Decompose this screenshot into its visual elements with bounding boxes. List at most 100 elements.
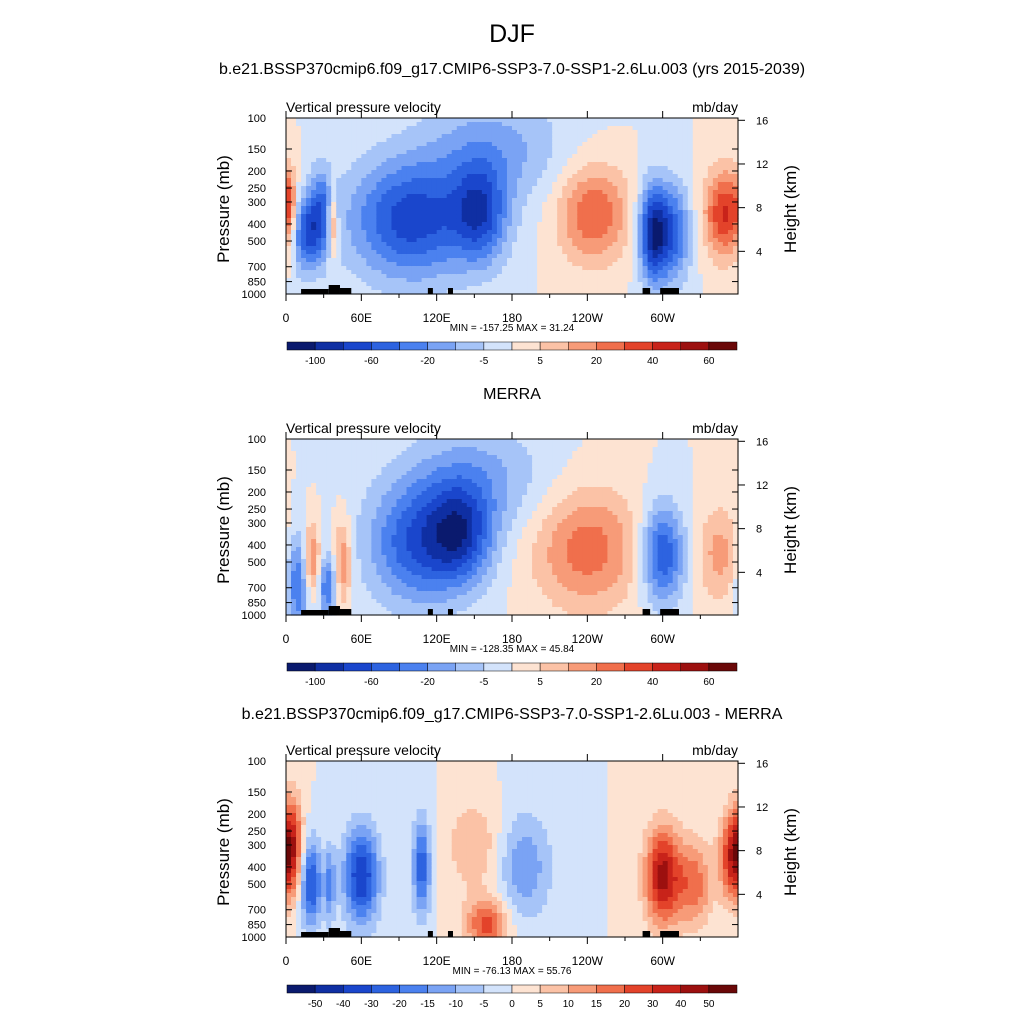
heatmap-cell <box>336 539 342 544</box>
heatmap-cell <box>496 262 503 267</box>
heatmap-cell <box>301 206 307 211</box>
heatmap-cell <box>306 162 312 167</box>
topography-bar <box>642 288 651 294</box>
heatmap-cell <box>436 154 443 159</box>
heatmap-cell <box>512 166 518 171</box>
heatmap-cell <box>351 290 357 295</box>
heatmap-cell <box>331 170 337 175</box>
heatmap-cell <box>522 250 528 255</box>
heatmap-cell <box>687 118 694 123</box>
heatmap-cell <box>351 575 357 580</box>
heatmap-cell <box>577 158 583 163</box>
heatmap-cell <box>627 154 634 159</box>
heatmap-cell <box>587 150 593 155</box>
heatmap-cell <box>321 150 327 155</box>
heatmap-cell <box>356 563 362 568</box>
heatmap-cell <box>331 178 337 183</box>
heatmap-cell <box>321 254 327 259</box>
heatmap-cell <box>677 130 684 135</box>
heatmap-cell <box>532 166 538 171</box>
heatmap-cell <box>722 250 729 255</box>
heatmap-cell <box>291 234 297 239</box>
heatmap-cell <box>441 250 448 255</box>
heatmap-cell <box>542 262 548 267</box>
heatmap-cell <box>512 186 518 191</box>
heatmap-cell <box>622 126 629 131</box>
heatmap-cell <box>717 282 724 287</box>
heatmap-cell <box>361 246 367 251</box>
heatmap-cell <box>376 118 383 123</box>
heatmap-cell <box>466 142 473 147</box>
heatmap-cell <box>371 242 377 247</box>
heatmap-cell <box>657 198 664 203</box>
heatmap-cell <box>411 254 418 259</box>
heatmap-cell <box>321 162 327 167</box>
heatmap-cell <box>617 254 624 259</box>
heatmap-cell <box>667 210 674 215</box>
heatmap-cell <box>351 270 357 275</box>
heatmap-cell <box>547 122 553 127</box>
heatmap-cell <box>326 134 332 139</box>
heatmap-cell <box>557 242 563 247</box>
heatmap-cell <box>602 262 609 267</box>
heatmap-cell <box>592 262 598 267</box>
heatmap-cell <box>356 154 362 159</box>
heatmap-cell <box>552 122 558 127</box>
heatmap-cell <box>346 447 352 452</box>
heatmap-cell <box>291 591 297 596</box>
heatmap-cell <box>331 126 337 131</box>
heatmap-cell <box>602 234 609 239</box>
heatmap-cell <box>286 483 292 488</box>
heatmap-cell <box>291 475 297 480</box>
heatmap-cell <box>396 186 403 191</box>
heatmap-cell <box>296 599 302 604</box>
heatmap-cell <box>326 242 332 247</box>
heatmap-cell <box>466 166 473 171</box>
heatmap-cell <box>291 186 297 191</box>
heatmap-cell <box>522 278 528 283</box>
heatmap-cell <box>331 226 337 231</box>
heatmap-cell <box>506 198 513 203</box>
heatmap-cell <box>486 282 493 287</box>
heatmap-cell <box>396 118 403 123</box>
heatmap-cell <box>476 158 483 163</box>
heatmap-cell <box>687 154 694 159</box>
heatmap-cell <box>401 214 408 219</box>
heatmap-cell <box>331 551 337 556</box>
heatmap-cell <box>326 563 332 568</box>
heatmap-cell <box>416 182 423 187</box>
heatmap-cell <box>291 118 297 123</box>
heatmap-cell <box>346 194 352 199</box>
heatmap-cell <box>291 611 297 616</box>
heatmap-cell <box>341 282 347 287</box>
heatmap-cell <box>451 194 458 199</box>
heatmap-cell <box>717 150 724 155</box>
heatmap-cell <box>597 254 603 259</box>
heatmap-cell <box>732 142 739 147</box>
heatmap-cell <box>406 146 413 151</box>
heatmap-cell <box>446 166 453 171</box>
heatmap-cell <box>351 170 357 175</box>
heatmap-cell <box>637 146 644 151</box>
heatmap-cell <box>722 218 729 223</box>
heatmap-cell <box>456 118 463 123</box>
heatmap-cell <box>436 250 443 255</box>
heatmap-cell <box>311 483 317 488</box>
heatmap-cell <box>672 234 679 239</box>
heatmap-cell <box>476 194 483 199</box>
heatmap-cell <box>291 499 297 504</box>
heatmap-cell <box>642 166 649 171</box>
heatmap-cell <box>301 194 307 199</box>
figure-title: DJF <box>489 20 535 48</box>
heatmap-cell <box>501 174 508 179</box>
heatmap-cell <box>291 479 297 484</box>
heatmap-cell <box>547 162 553 167</box>
heatmap-cell <box>687 122 694 127</box>
heatmap-cell <box>406 142 413 147</box>
heatmap-cell <box>286 198 292 203</box>
heatmap-cell <box>301 567 307 572</box>
heatmap-cell <box>286 262 292 267</box>
heatmap-cell <box>642 278 649 283</box>
heatmap-cell <box>431 266 438 271</box>
heatmap-cell <box>557 262 563 267</box>
